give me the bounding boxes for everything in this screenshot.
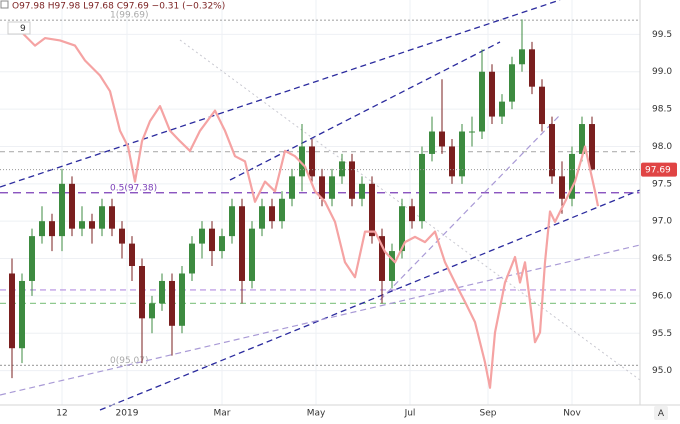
candle-body <box>279 198 285 222</box>
x-tick-label: 2019 <box>116 409 139 419</box>
candle-body <box>489 71 495 117</box>
candle-body <box>119 228 125 244</box>
candle-body <box>499 101 505 117</box>
candle-body <box>59 183 65 237</box>
candle-body <box>129 243 135 267</box>
candle-body <box>149 303 155 319</box>
levels: 1(99.69) 0.5(97.38) 0(95.07) <box>0 11 640 366</box>
y-tick-label: 96.0 <box>652 291 672 301</box>
candle-body <box>189 243 195 274</box>
trendline <box>379 114 561 301</box>
candle-body <box>559 176 565 199</box>
candle-body <box>229 206 235 237</box>
candle-body <box>289 176 295 199</box>
candle-body <box>439 131 445 147</box>
candle-body <box>179 273 185 326</box>
candle-body <box>9 273 15 349</box>
candle-body <box>69 183 75 229</box>
candle-body <box>49 221 55 237</box>
candle-body <box>269 206 275 222</box>
candle-body <box>239 206 245 281</box>
candle-body <box>399 206 405 252</box>
trendlines <box>0 0 641 411</box>
candle-body <box>219 236 225 252</box>
auto-button-label: A <box>658 409 665 419</box>
y-tick-label: 96.5 <box>652 254 672 264</box>
candle-body <box>589 124 595 170</box>
candle-body <box>529 49 535 87</box>
candle-body <box>309 146 315 177</box>
candle-body <box>209 228 215 252</box>
candle-body <box>479 71 485 132</box>
x-tick-label: May <box>307 409 326 419</box>
candle-body <box>339 161 345 177</box>
y-tick-label: 97.0 <box>652 217 672 227</box>
x-tick-label: Nov <box>563 409 581 419</box>
y-tick-label: 98.0 <box>652 142 672 152</box>
last-price-label: 97.69 <box>645 166 671 176</box>
y-tick-label: 97.5 <box>652 179 672 189</box>
ohlc-header: O97.98 H97.98 L97.68 C97.69 −0.31 (−0.32… <box>12 2 225 12</box>
candle-body <box>509 64 515 102</box>
candle-body <box>579 124 585 154</box>
candle-body <box>199 228 205 244</box>
y-tick-label: 95.5 <box>652 329 672 339</box>
candle-body <box>409 206 415 222</box>
candle-body <box>89 221 95 229</box>
y-tick-label: 99.5 <box>652 30 672 40</box>
candle-body <box>299 146 305 177</box>
overlay-line <box>19 29 600 389</box>
x-tick-label: 12 <box>56 409 67 419</box>
candle-body <box>389 251 395 281</box>
candle-body <box>329 176 335 199</box>
candle-body <box>449 146 455 177</box>
candle-body <box>19 280 25 349</box>
y-tick-label: 98.5 <box>652 105 672 115</box>
candle-body <box>249 228 255 281</box>
candle-body <box>29 236 35 281</box>
y-tick-label: 99.0 <box>652 67 672 77</box>
last-price-tag <box>641 162 677 177</box>
candle-body <box>419 153 425 222</box>
candle-body <box>109 206 115 229</box>
trendline <box>229 41 501 181</box>
candle-body <box>79 221 85 229</box>
level-label: 0(95.07) <box>110 356 149 366</box>
candle-body <box>429 131 435 154</box>
trendline <box>99 189 641 411</box>
candle-body <box>39 221 45 237</box>
trendline <box>0 0 561 188</box>
interval: 9 <box>20 24 26 34</box>
candle-body <box>369 183 375 237</box>
y-tick-label: 95.0 <box>652 366 672 376</box>
candle-body <box>459 131 465 177</box>
candle-body <box>349 161 355 199</box>
level-label: 1(99.69) <box>110 11 149 21</box>
candle-body <box>319 176 325 199</box>
candle-body <box>159 280 165 304</box>
candle-body <box>169 280 175 326</box>
candle-body <box>569 153 575 199</box>
level-label: 0.5(97.38) <box>110 183 157 193</box>
candle-body <box>539 86 545 125</box>
candle-body <box>259 206 265 229</box>
x-tick-label: Sep <box>480 409 497 419</box>
x-tick-label: Mar <box>214 409 231 419</box>
candle-body <box>139 266 145 319</box>
icon[interactable] <box>0 0 9 9</box>
candle-body <box>469 131 475 133</box>
candle-body <box>379 236 385 281</box>
candle-body <box>519 49 525 65</box>
candle-body <box>359 183 365 199</box>
interval-box[interactable] <box>7 21 31 35</box>
candle-body <box>549 124 555 177</box>
candles <box>9 19 595 379</box>
auto-button[interactable] <box>654 406 668 420</box>
candle-body <box>99 206 105 229</box>
overlay <box>19 29 600 389</box>
grid <box>0 0 640 405</box>
x-tick-label: Jul <box>404 409 416 419</box>
